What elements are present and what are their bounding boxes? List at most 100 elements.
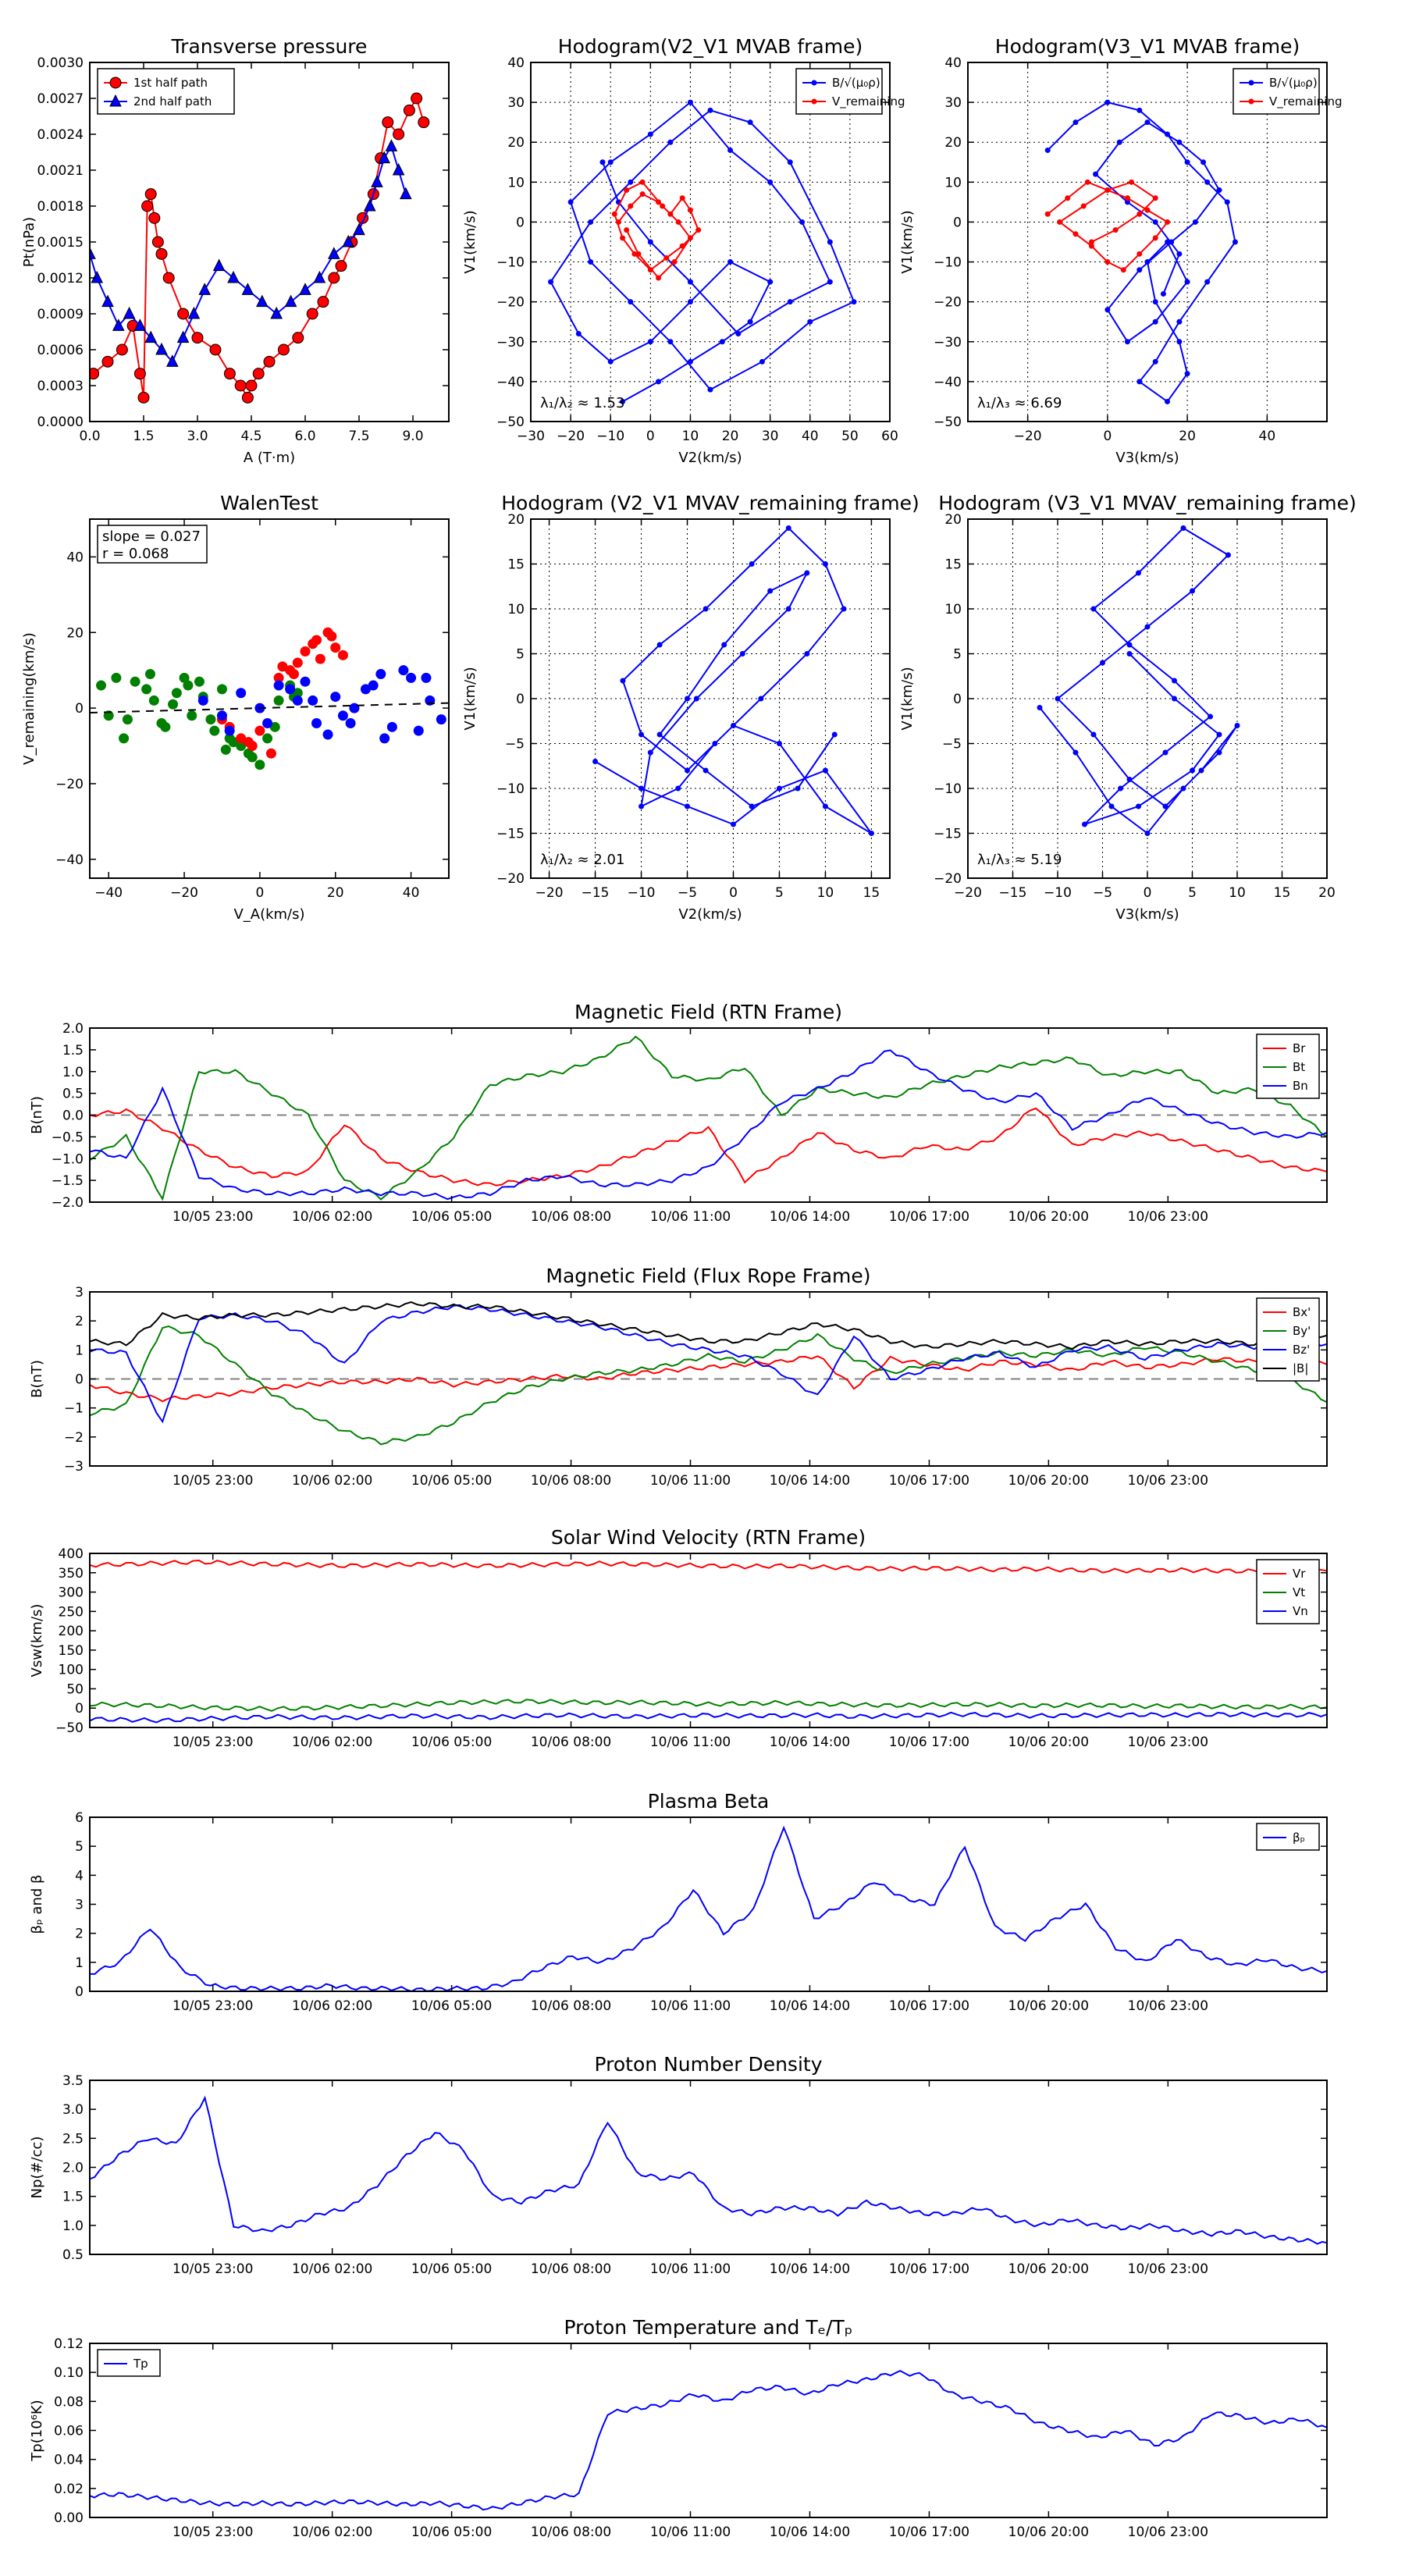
y-tick-label: 10 xyxy=(507,175,525,190)
x-tick-label: 5 xyxy=(1188,885,1197,901)
data-point xyxy=(628,203,634,209)
chart-title: Magnetic Field (RTN Frame) xyxy=(574,1001,842,1023)
data-point xyxy=(1144,624,1151,630)
scatter-point xyxy=(144,669,155,680)
x-tick-label: 3.0 xyxy=(187,429,208,444)
data-point xyxy=(1180,785,1186,792)
y-tick-label: −40 xyxy=(55,852,84,868)
data-point xyxy=(599,159,606,165)
legend-label: Vn xyxy=(1293,1604,1308,1618)
scatter-point xyxy=(292,657,303,668)
x-tick-label: −10 xyxy=(1044,885,1072,901)
series-line-tp xyxy=(90,2370,1327,2511)
y-tick-label: −5 xyxy=(942,737,962,753)
y-tick-label: 1.0 xyxy=(62,1065,84,1080)
data-point xyxy=(212,258,226,272)
y-tick-label: 0.0 xyxy=(62,1108,84,1124)
y-tick-label: 100 xyxy=(59,1663,84,1678)
chart-title: Hodogram (V2_V1 MVAV_remaining frame) xyxy=(501,492,919,514)
hodogram-v2-v1-mvab-chart: Hodogram(V2_V1 MVAB frame) −30 −20 −10 0 10 20… xyxy=(462,35,905,466)
scatter-point xyxy=(262,733,273,744)
plot-area xyxy=(1037,525,1240,836)
series-line-vr xyxy=(90,1559,1327,1574)
y-tick-label: 0 xyxy=(516,215,525,230)
plot-area xyxy=(90,1825,1327,1991)
data-point xyxy=(234,379,247,392)
y-tick-label: 40 xyxy=(66,550,84,565)
data-point xyxy=(245,379,258,392)
scatter-point xyxy=(300,676,311,687)
data-point xyxy=(1204,179,1211,185)
x-tick-label: 10/06 23:00 xyxy=(1128,1209,1208,1225)
data-point xyxy=(270,306,283,319)
data-point xyxy=(620,678,626,684)
data-point xyxy=(90,247,96,259)
data-point xyxy=(1080,203,1087,209)
data-point xyxy=(1232,239,1238,245)
data-point xyxy=(418,116,430,129)
data-point xyxy=(101,355,114,368)
x-tick-label: −10 xyxy=(596,429,624,444)
eigenvalue-ratio-annotation: λ₁/λ₃ ≈ 5.19 xyxy=(977,852,1062,868)
x-tick-label: 10/06 23:00 xyxy=(1128,1735,1208,1750)
x-tick-label: 10/06 05:00 xyxy=(411,1473,492,1489)
data-point xyxy=(1176,339,1183,345)
y-tick-label: 50 xyxy=(66,1681,84,1697)
x-tick-label: 0 xyxy=(1103,429,1112,444)
data-point xyxy=(656,731,663,738)
legend-label: βₚ xyxy=(1293,1831,1305,1845)
hodogram-v3-v1-mvav-chart: Hodogram (V3_V1 MVAV_remaining frame) −20… xyxy=(899,492,1357,923)
data-point xyxy=(1198,767,1204,774)
x-tick-label: 60 xyxy=(881,429,898,444)
x-tick-label: 10/06 08:00 xyxy=(531,1735,611,1750)
data-point xyxy=(1072,749,1079,756)
scatter-point xyxy=(269,721,280,732)
data-point xyxy=(727,259,734,265)
scatter-point xyxy=(262,717,273,728)
data-point xyxy=(371,175,383,187)
scatter-point xyxy=(398,665,409,676)
data-point xyxy=(137,391,150,404)
data-point xyxy=(227,270,240,283)
data-point xyxy=(378,151,391,164)
data-point xyxy=(327,247,340,259)
x-tick-label: 0 xyxy=(1144,885,1152,901)
data-point xyxy=(822,803,828,809)
scatter-point xyxy=(179,672,190,683)
scatter-point xyxy=(216,710,227,721)
x-tick-label: −20 xyxy=(557,429,585,444)
annotation-box xyxy=(97,525,208,564)
x-tick-label: 4.5 xyxy=(240,429,261,444)
scatter-point xyxy=(205,714,216,725)
x-tick-label: 10/06 05:00 xyxy=(411,1209,492,1225)
y-tick-label: 5 xyxy=(75,1839,84,1855)
y-axis-label: B(nT) xyxy=(29,1360,45,1398)
data-point xyxy=(695,227,702,233)
data-point xyxy=(868,831,874,836)
data-point xyxy=(707,107,713,113)
y-tick-label: −15 xyxy=(496,827,525,842)
data-point xyxy=(1088,239,1094,245)
data-point xyxy=(1176,251,1183,257)
proton-number-density-chart: Proton Number Density 10/05 23:00 10/06 02… xyxy=(29,2053,1328,2277)
data-point xyxy=(1152,358,1158,365)
y-tick-label: 2.5 xyxy=(62,2131,84,2147)
chart-title: Hodogram(V3_V1 MVAB frame) xyxy=(995,35,1300,58)
data-point xyxy=(1184,159,1190,165)
x-tick-label: 10/06 11:00 xyxy=(650,1998,731,2014)
scatter-point xyxy=(311,717,322,728)
data-point xyxy=(392,162,405,176)
data-point xyxy=(639,179,646,185)
data-point xyxy=(671,259,678,265)
y-tick-label: 20 xyxy=(944,512,962,528)
data-point xyxy=(144,188,157,201)
data-point xyxy=(123,306,136,319)
data-point xyxy=(1184,371,1190,377)
data-point xyxy=(727,147,734,153)
scatter-point xyxy=(247,752,258,763)
data-point xyxy=(1124,199,1130,205)
legend-marker xyxy=(1248,98,1254,105)
legend-label: Bx' xyxy=(1293,1305,1311,1319)
data-point xyxy=(1104,307,1111,313)
